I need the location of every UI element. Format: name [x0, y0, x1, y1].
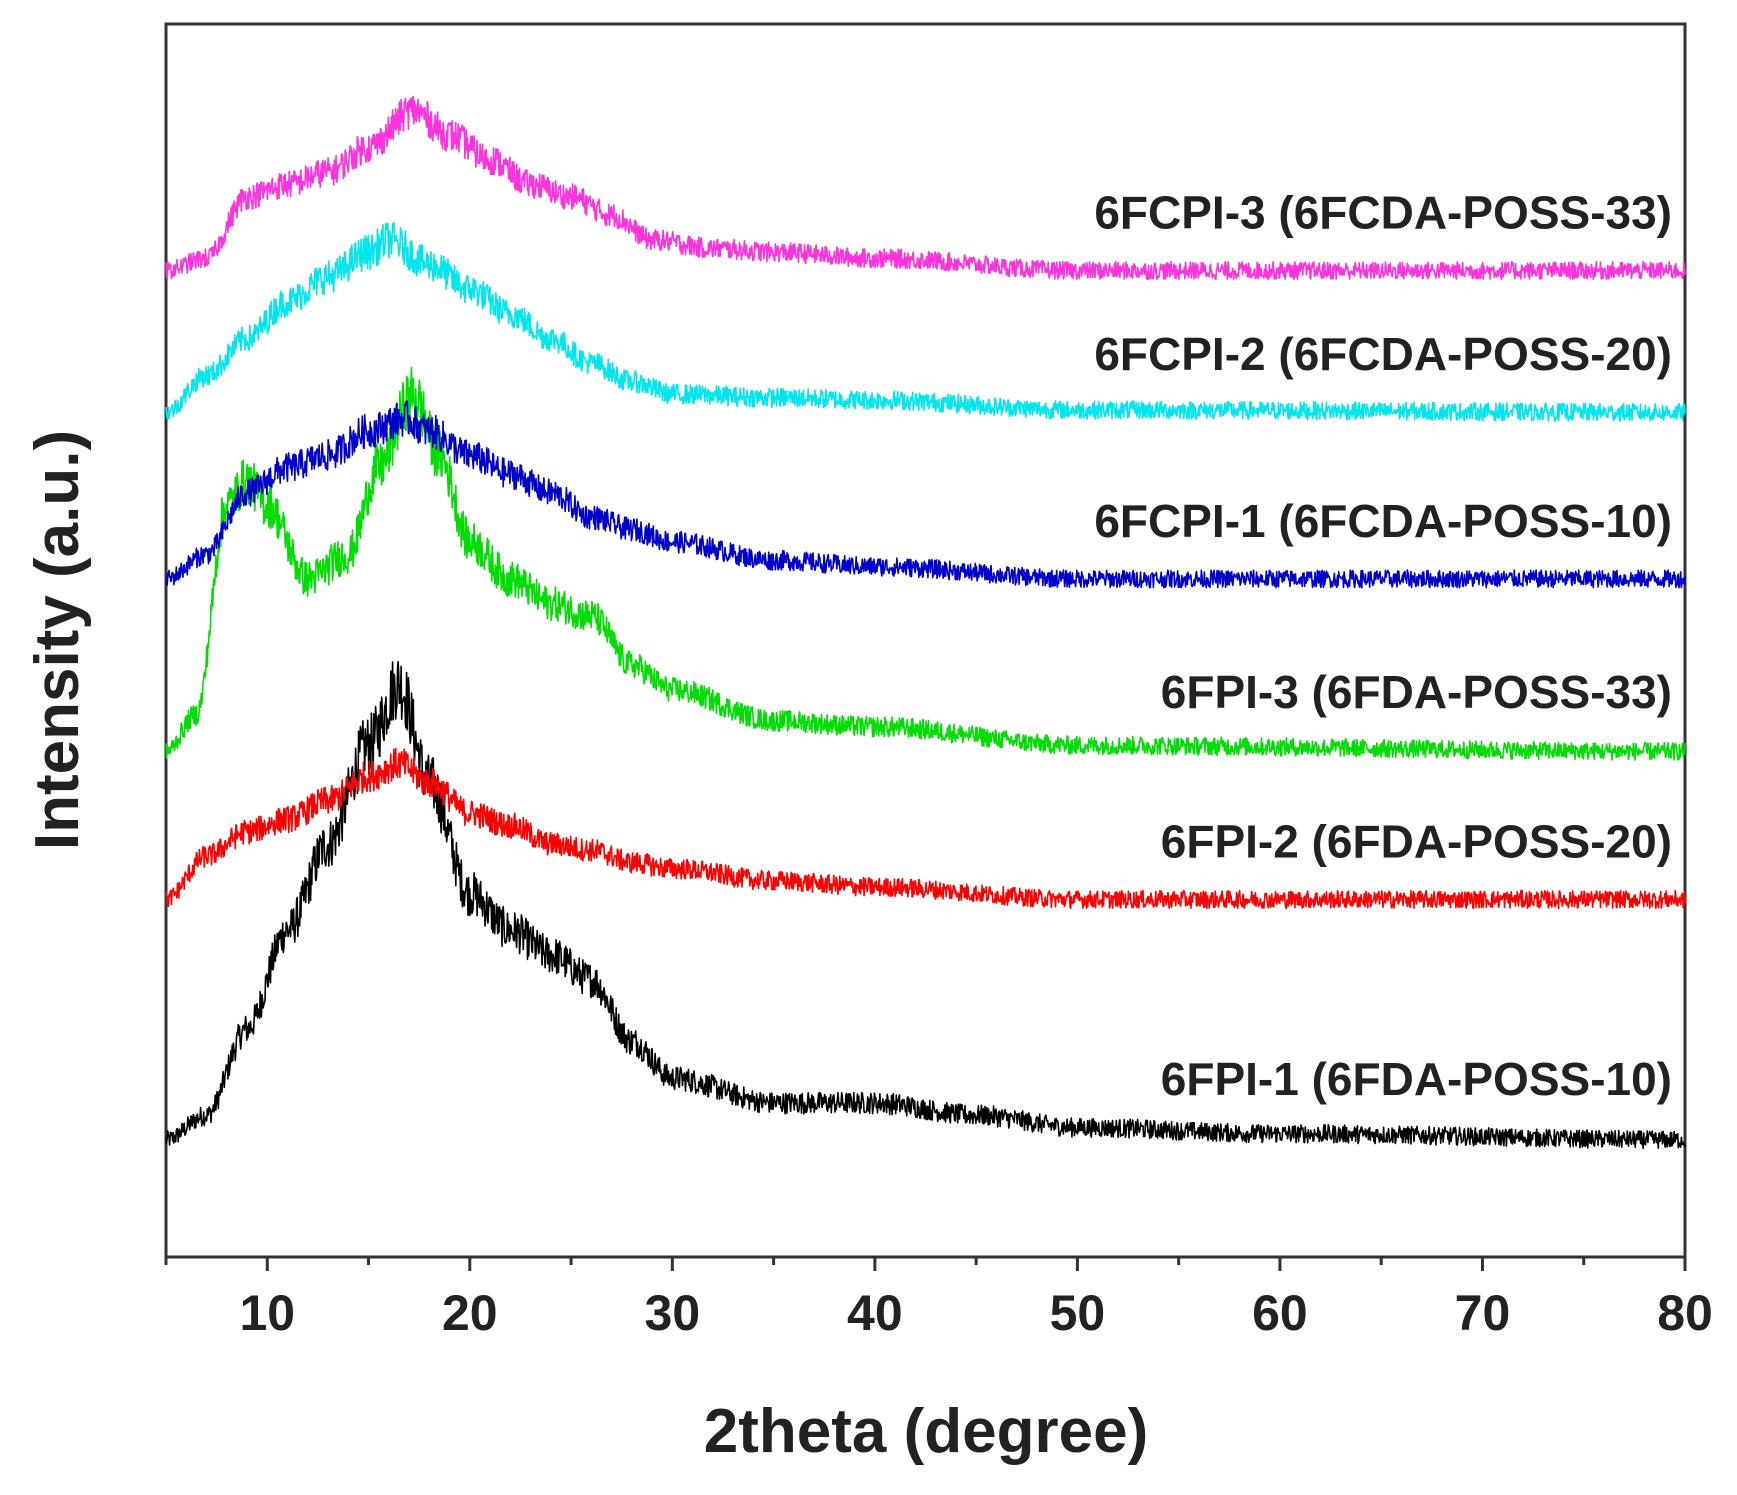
series-label-6: 6FCPI-3 (6FCDA-POSS-33): [1094, 187, 1672, 239]
y-axis-title: Intensity (a.u.): [23, 430, 92, 850]
x-tick-label: 40: [847, 1285, 903, 1341]
series-line-4: [165, 400, 1686, 589]
x-tick-label: 70: [1455, 1285, 1511, 1341]
series-label-2: 6FPI-2 (6FDA-POSS-20): [1161, 815, 1672, 867]
series-line-2: [165, 747, 1686, 910]
x-tick-label: 80: [1657, 1285, 1713, 1341]
x-axis-ticks: 10 20 30 40 50 60 70 80: [164, 1257, 1713, 1341]
series-labels: 6FPI-1 (6FDA-POSS-10) 6FPI-2 (6FDA-POSS-2…: [1094, 187, 1672, 1105]
series-line-6: [165, 95, 1686, 281]
series-label-4: 6FCPI-1 (6FCDA-POSS-10): [1094, 495, 1672, 547]
series-line-3: [165, 366, 1686, 761]
series-label-3: 6FPI-3 (6FDA-POSS-33): [1161, 666, 1672, 718]
x-tick-label: 30: [645, 1285, 701, 1341]
x-tick-label: 50: [1050, 1285, 1106, 1341]
x-axis-title: 2theta (degree): [704, 1397, 1148, 1466]
series-label-5: 6FCPI-2 (6FCDA-POSS-20): [1094, 328, 1672, 380]
x-tick-label: 20: [442, 1285, 498, 1341]
series-label-1: 6FPI-1 (6FDA-POSS-10): [1161, 1053, 1672, 1105]
x-tick-label: 60: [1252, 1285, 1308, 1341]
plot-frame: [164, 22, 1687, 1259]
x-tick-label: 10: [239, 1285, 295, 1341]
series-line-5: [165, 221, 1686, 422]
series-traces: [165, 95, 1686, 1150]
